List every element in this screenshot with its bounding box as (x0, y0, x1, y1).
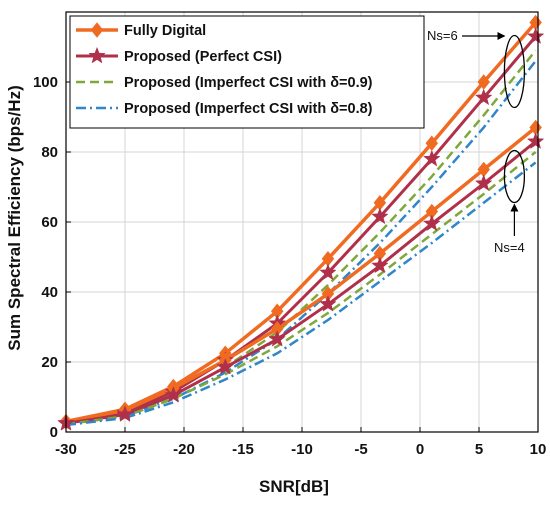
star-marker (423, 149, 441, 167)
y-tick-label: 100 (33, 74, 58, 91)
x-tick-label: -15 (232, 441, 254, 458)
legend-marker (88, 46, 106, 64)
x-tick-label: -25 (114, 441, 136, 458)
star-marker (371, 207, 389, 225)
legend-label: Proposed (Perfect CSI) (124, 49, 282, 65)
star-marker (371, 256, 389, 274)
star-marker (268, 330, 286, 347)
x-tick-label: -30 (55, 441, 77, 458)
legend-marker (90, 22, 104, 38)
star-marker (216, 358, 235, 375)
legend-label: Fully Digital (124, 23, 206, 39)
series-line (65, 161, 537, 427)
y-tick-label: 60 (41, 214, 58, 231)
star-marker (319, 295, 337, 312)
series-lines (65, 21, 537, 427)
annotations: Ns=6 Ns=4 (427, 28, 526, 255)
series-markers (57, 14, 545, 431)
series-line (65, 151, 537, 426)
x-tick-label: -20 (173, 441, 195, 458)
x-tick-label: -10 (291, 441, 313, 458)
ns6-label: Ns=6 (427, 28, 458, 43)
legend-label: Proposed (Imperfect CSI with δ=0.8) (124, 101, 373, 117)
x-tick-label: -5 (354, 441, 367, 458)
star-marker (116, 405, 134, 422)
x-tick-label: 5 (475, 441, 483, 458)
x-axis-label: SNR[dB] (259, 477, 329, 496)
legend: Fully Digital Proposed (Perfect CSI) Propo… (69, 15, 425, 129)
y-tick-label: 40 (41, 284, 58, 301)
y-tick-label: 0 (50, 424, 58, 441)
y-axis-label: Sum Spectral Efficiency (bps/Hz) (5, 85, 24, 350)
legend-label: Proposed (Imperfect CSI with δ=0.9) (124, 75, 373, 91)
ns4-ellipse (503, 149, 526, 204)
y-tick-label: 80 (41, 144, 58, 161)
x-tick-label: 10 (530, 441, 547, 458)
series-line (65, 126, 537, 424)
ns6-ellipse (503, 34, 526, 109)
series-line (65, 140, 537, 425)
x-tick-label: 0 (416, 441, 424, 458)
star-marker (474, 174, 493, 191)
star-marker (164, 386, 183, 403)
star-marker (423, 214, 441, 232)
star-marker (319, 263, 337, 281)
legend-box (69, 15, 425, 129)
series-line (65, 35, 537, 425)
ns4-label: Ns=4 (494, 240, 525, 255)
star-marker (526, 27, 545, 44)
y-tick-label: 20 (41, 354, 58, 371)
star-marker (526, 132, 545, 149)
star-marker (474, 88, 493, 106)
